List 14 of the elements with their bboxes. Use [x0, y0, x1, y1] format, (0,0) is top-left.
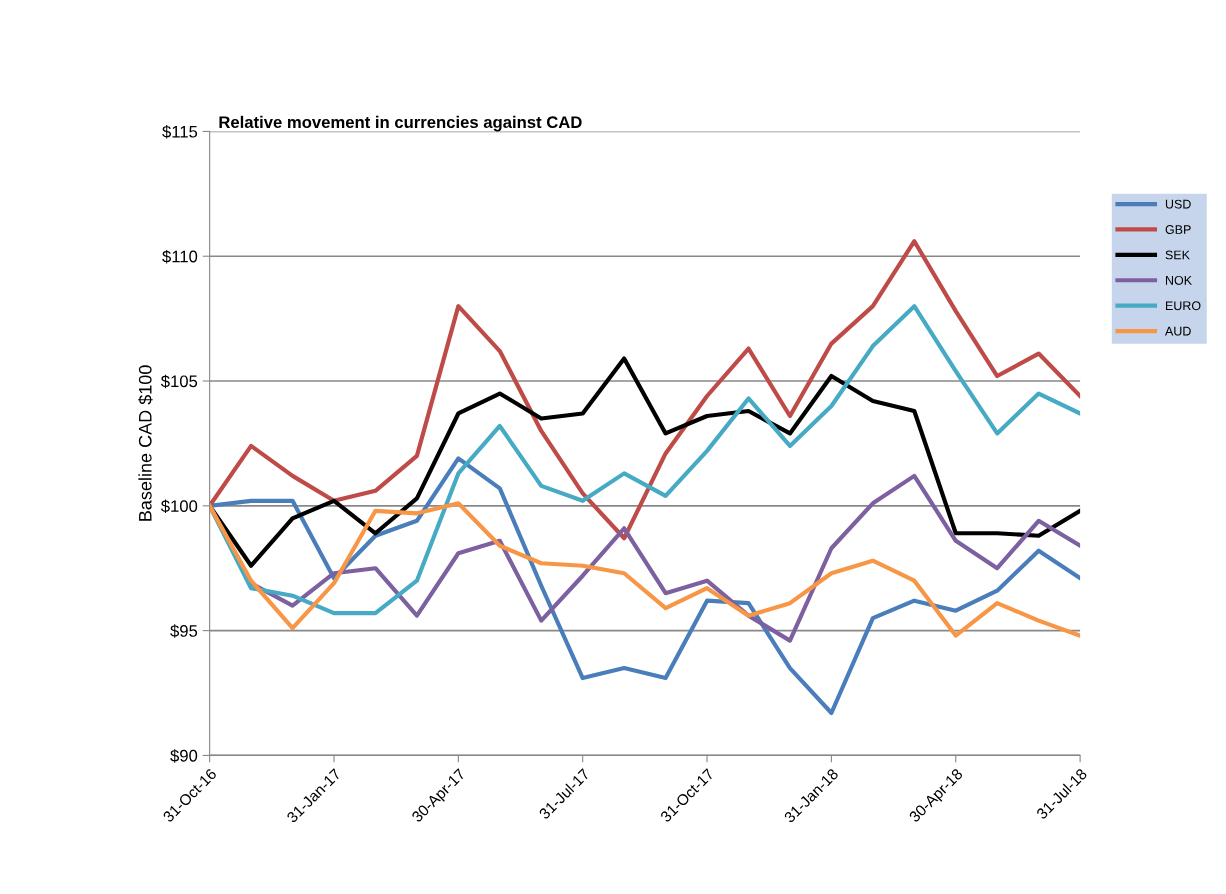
y-tick-label: $90	[170, 749, 198, 763]
y-tick-label: $95	[170, 624, 198, 638]
legend-label: NOK	[1166, 275, 1192, 285]
legend-label: SEK	[1165, 250, 1190, 260]
y-tick-label: $110	[162, 249, 198, 264]
legend-label: GBP	[1165, 225, 1191, 234]
y-tick-label: $100	[160, 499, 198, 514]
legend-label: USD	[1165, 199, 1191, 209]
y-tick-label: $115	[162, 125, 198, 139]
chart-title: Relative movement in currencies against CAD	[219, 115, 582, 132]
legend-label: AUD	[1165, 326, 1191, 336]
y-axis-title: Baseline CAD $100	[138, 365, 153, 521]
legend-label: EURO	[1166, 301, 1201, 311]
y-tick-label: $105	[160, 374, 198, 389]
